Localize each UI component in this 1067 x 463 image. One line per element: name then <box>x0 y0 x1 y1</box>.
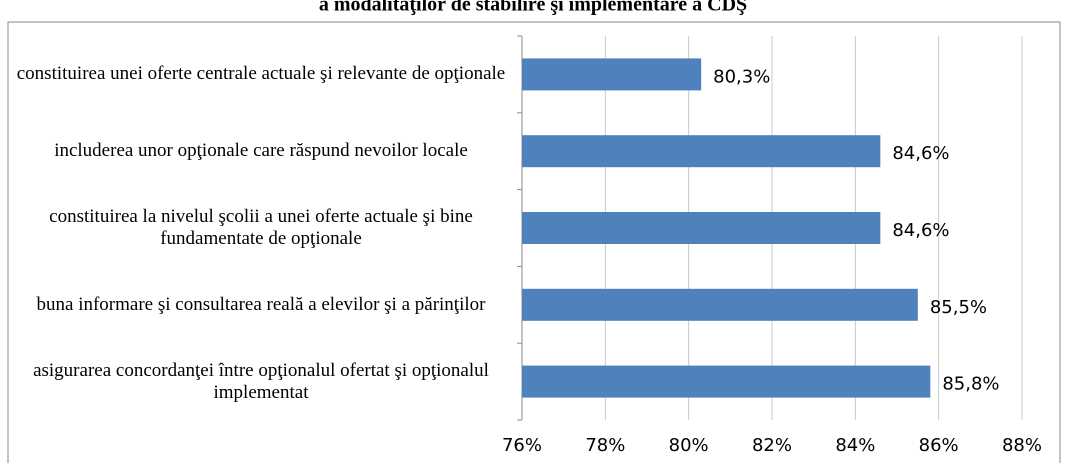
x-tick-label: 76% <box>502 435 542 456</box>
bar <box>522 135 881 168</box>
x-tick-label: 78% <box>585 435 625 456</box>
data-label: 84,6% <box>892 220 949 241</box>
category-label: constituirea unei oferte centrale actual… <box>16 63 506 85</box>
x-tick-label: 86% <box>919 435 959 456</box>
x-tick-label: 82% <box>752 435 792 456</box>
data-label: 80,3% <box>713 66 770 87</box>
category-label: buna informare şi consultarea reală a el… <box>36 293 486 315</box>
category-label: includerea unor opţionale care răspund n… <box>54 140 468 162</box>
x-tick-label: 80% <box>669 435 709 456</box>
category-label: constituirea la nivelul şcolii a unei of… <box>49 206 473 249</box>
x-tick-label: 88% <box>1002 435 1042 456</box>
x-tick-label: 84% <box>835 435 875 456</box>
bar <box>522 288 918 321</box>
bar <box>522 212 881 244</box>
chart-title: a modalităţilor de stabilire şi implemen… <box>319 0 747 16</box>
data-label: 84,6% <box>892 143 949 164</box>
data-label: 85,5% <box>930 297 987 318</box>
category-label: asigurarea concordanţei între opţionalul… <box>33 359 489 403</box>
bar <box>522 58 702 91</box>
bar <box>522 365 931 398</box>
data-label: 85,8% <box>942 374 999 395</box>
